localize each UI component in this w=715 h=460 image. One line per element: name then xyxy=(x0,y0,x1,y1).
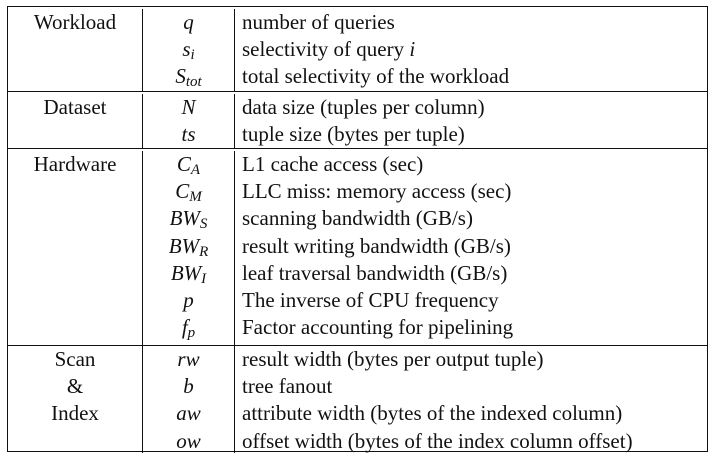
section-scan-index: Scan & Index rw b aw ow result width (by… xyxy=(8,346,707,453)
category-cell: Scan & Index xyxy=(8,346,143,453)
symbol-column: N ts xyxy=(143,94,235,148)
symbol-b: b xyxy=(183,374,194,399)
description-n: data size (tuples per column) xyxy=(242,95,485,119)
category-label: Scan xyxy=(54,347,96,371)
category-label: Hardware xyxy=(33,152,117,176)
symbol-column: rw b aw ow xyxy=(143,346,235,453)
description-s-i: selectivity of query i xyxy=(242,37,416,62)
description-bw-i: leaf traversal bandwidth (GB/s) xyxy=(242,260,508,285)
symbol-ts: ts xyxy=(181,122,196,147)
symbol-p: p xyxy=(183,287,194,312)
category-cell: Dataset xyxy=(8,94,143,148)
symbol-q: q xyxy=(183,10,194,34)
symbol-column: q si Stot xyxy=(143,9,235,91)
section-workload: Workload q si Stot number of queries sel… xyxy=(8,7,707,92)
category-label: & xyxy=(66,374,84,399)
symbol-s-i: si xyxy=(182,37,195,64)
category-cell: Hardware xyxy=(8,151,143,345)
description-s-tot: total selectivity of the workload xyxy=(242,64,510,89)
symbol-rw: rw xyxy=(177,347,200,371)
category-label: Index xyxy=(51,401,99,426)
parameter-table: Workload q si Stot number of queries sel… xyxy=(7,6,708,453)
symbol-aw: aw xyxy=(176,401,201,426)
description-q: number of queries xyxy=(242,10,395,34)
category-label: Workload xyxy=(33,10,117,34)
symbol-bw-s: BWS xyxy=(169,206,208,233)
description-bw-s: scanning bandwidth (GB/s) xyxy=(242,206,473,231)
symbol-f-p: fp xyxy=(181,315,196,342)
description-column: data size (tuples per column) tuple size… xyxy=(235,94,707,148)
symbol-s-tot: Stot xyxy=(175,64,202,91)
description-f-p: Factor accounting for pipelining xyxy=(242,315,514,340)
section-hardware: Hardware CA CM BWS BWR BWI p fp L1 cache… xyxy=(8,149,707,346)
symbol-c-m: CM xyxy=(175,179,202,206)
description-c-m: LLC miss: memory access (sec) xyxy=(242,179,512,204)
symbol-n: N xyxy=(181,95,196,119)
symbol-bw-i: BWI xyxy=(170,260,207,287)
description-ow: offset width (bytes of the index column … xyxy=(242,428,633,453)
description-column: number of queries selectivity of query i… xyxy=(235,9,707,91)
category-label: Dataset xyxy=(43,95,107,119)
description-b: tree fanout xyxy=(242,374,333,399)
description-p: The inverse of CPU frequency xyxy=(242,287,499,312)
description-ts: tuple size (bytes per tuple) xyxy=(242,122,465,147)
symbol-bw-r: BWR xyxy=(168,233,209,260)
description-aw: attribute width (bytes of the indexed co… xyxy=(242,401,623,426)
category-cell: Workload xyxy=(8,9,143,91)
description-c-a: L1 cache access (sec) xyxy=(242,152,424,176)
description-column: L1 cache access (sec) LLC miss: memory a… xyxy=(235,151,707,345)
description-bw-r: result writing bandwidth (GB/s) xyxy=(242,233,511,258)
symbol-c-a: CA xyxy=(176,152,201,178)
symbol-ow: ow xyxy=(176,428,201,453)
description-rw: result width (bytes per output tuple) xyxy=(242,347,544,371)
description-column: result width (bytes per output tuple) tr… xyxy=(235,346,707,453)
section-dataset: Dataset N ts data size (tuples per colum… xyxy=(8,92,707,149)
symbol-column: CA CM BWS BWR BWI p fp xyxy=(143,151,235,345)
